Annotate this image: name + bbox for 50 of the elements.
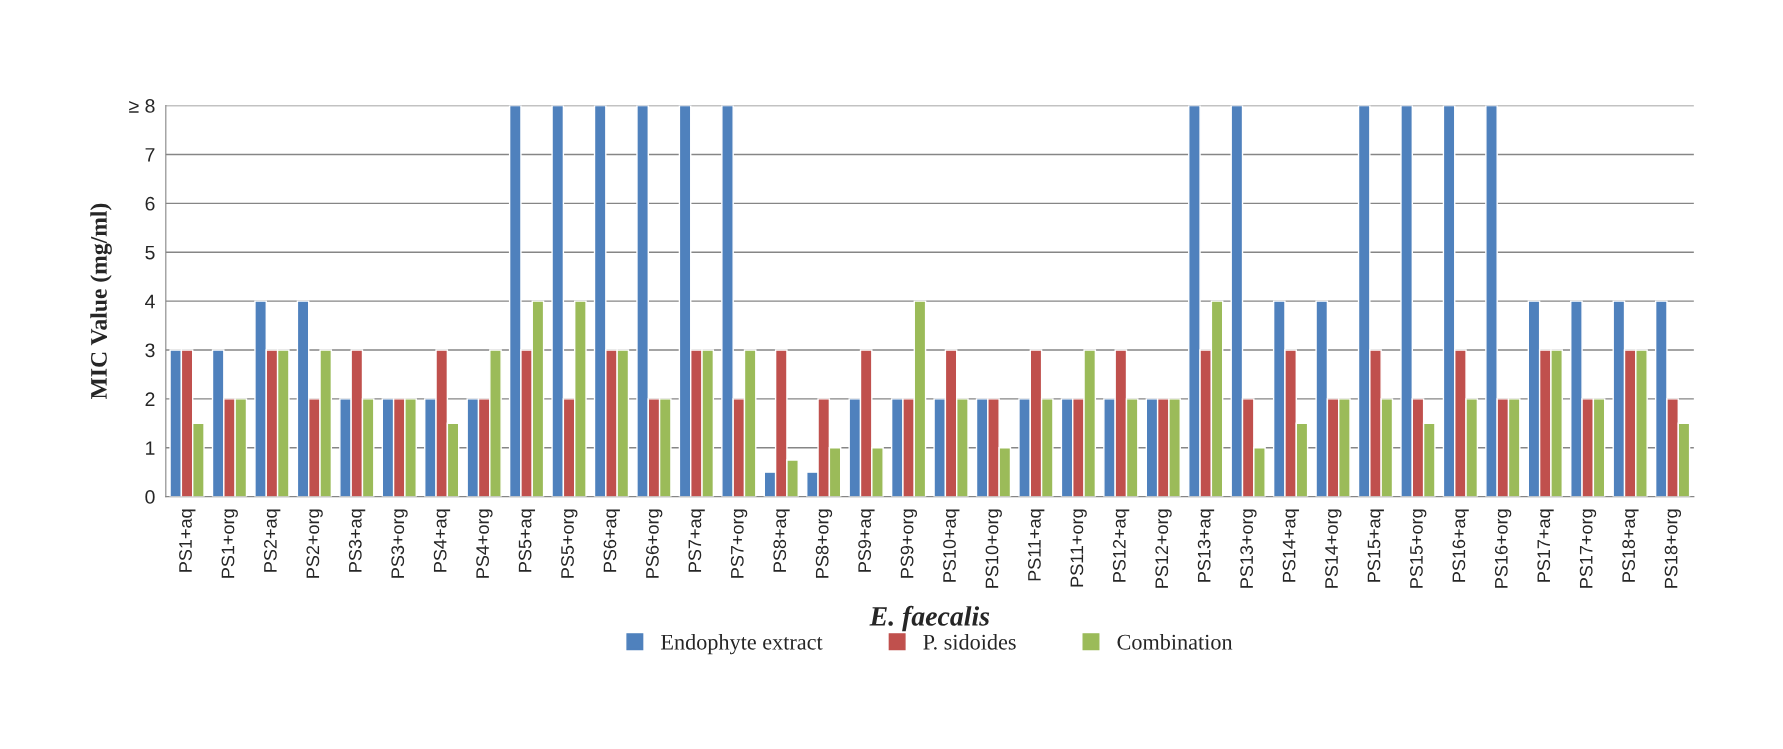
x-tick-label: PS4+aq	[433, 509, 451, 572]
x-axis-title: E. faecalis	[869, 605, 990, 632]
x-tick-label: PS5+org	[561, 509, 578, 578]
y-tick-label: 0	[145, 490, 155, 504]
x-tick-label: PS12+org	[1155, 509, 1172, 588]
x-tick-label: PS10+org	[985, 509, 1002, 588]
x-tick-label: PS1+org	[221, 509, 238, 578]
x-tick-label: PS15+org	[1410, 509, 1427, 588]
x-tick-label: PS15+aq	[1367, 509, 1384, 582]
x-tick-label: PS2+aq	[263, 509, 281, 572]
x-tick-label: PS14+org	[1325, 509, 1342, 588]
x-tick-label: PS6+org	[646, 509, 663, 578]
x-tick-label: PS18+aq	[1622, 509, 1639, 582]
y-axis-title: MIC Value (mg/ml)	[90, 203, 112, 400]
x-tick-label: PS18+org	[1664, 509, 1682, 588]
y-tick-label: 7	[145, 148, 155, 162]
x-tick-label: PS2+org	[306, 509, 323, 578]
x-tick-label: PS16+aq	[1452, 509, 1469, 582]
x-tick-label: PS13+aq	[1197, 509, 1215, 582]
x-tick-label: PS1+aq	[179, 509, 196, 572]
x-tick-label: PS9+org	[900, 509, 918, 578]
x-tick-label: PS5+aq	[518, 509, 536, 572]
x-tick-label: PS17+org	[1579, 509, 1597, 588]
x-tick-label: PS9+aq	[858, 509, 875, 572]
y-tick-label: 2	[145, 392, 155, 406]
x-tick-label: PS7+org	[730, 509, 748, 578]
x-tick-label: PS3+org	[391, 509, 408, 578]
x-tick-label: PS14+aq	[1282, 509, 1300, 582]
x-tick-label: PS7+aq	[688, 509, 705, 572]
x-tick-label: PS8+org	[815, 509, 833, 578]
x-tick-label: PS13+org	[1240, 509, 1257, 588]
y-tick-label: 4	[145, 294, 155, 309]
legend-label: P. sidoides	[923, 634, 1016, 650]
x-tick-label: PS11+org	[1070, 509, 1087, 587]
legend-label: Combination	[1117, 634, 1233, 650]
x-tick-label: PS4+org	[476, 509, 493, 578]
y-tick-label: 1	[146, 441, 155, 455]
x-tick-label: PS3+aq	[348, 509, 366, 572]
x-tick-label: PS16+org	[1494, 509, 1512, 588]
y-tick-label: 5	[145, 245, 155, 260]
x-tick-label: PS6+aq	[603, 509, 620, 572]
x-tick-label: PS12+aq	[1112, 509, 1130, 582]
x-tick-label: PS8+aq	[773, 509, 790, 572]
y-tick-label: ≥ 8	[129, 99, 155, 113]
y-tick-label: 3	[145, 343, 155, 358]
x-tick-label: PS17+aq	[1537, 509, 1554, 582]
x-tick-label: PS11+aq	[1028, 509, 1045, 581]
x-tick-label: PS10+aq	[943, 509, 960, 582]
y-tick-label: 6	[145, 196, 155, 211]
legend-label: Endophyte extract	[661, 634, 823, 655]
